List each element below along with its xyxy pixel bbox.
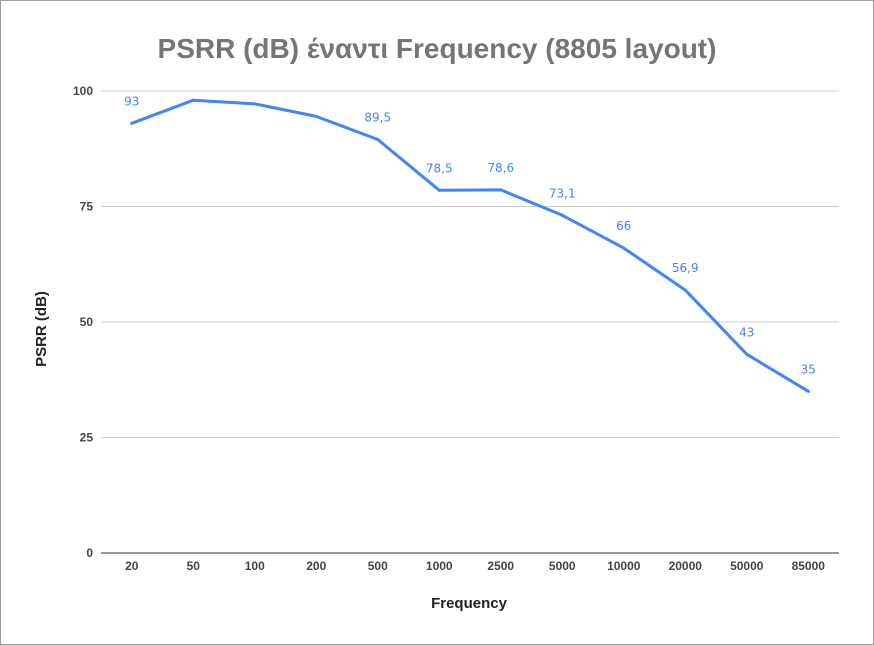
data-point xyxy=(253,102,257,106)
data-label: 56,9 xyxy=(672,261,699,275)
x-tick-label: 20 xyxy=(125,559,139,573)
data-label: 66 xyxy=(616,219,631,233)
x-tick-label: 2500 xyxy=(487,559,514,573)
data-label: 78,5 xyxy=(426,161,453,175)
data-point xyxy=(560,213,564,217)
x-tick-label: 200 xyxy=(306,559,326,573)
data-point xyxy=(806,389,810,393)
x-axis-ticks: 20 50 100 200 500 1000 2500 5000 10000 20000 50000… xyxy=(125,559,825,573)
x-tick-label: 50000 xyxy=(730,559,764,573)
data-point xyxy=(314,114,318,118)
data-point xyxy=(745,352,749,356)
x-tick-label: 10000 xyxy=(607,559,641,573)
chart-title: PSRR (dB) έναντι Frequency (8805 layout) xyxy=(158,33,717,64)
y-tick-label: 25 xyxy=(80,431,94,445)
data-point xyxy=(499,188,503,192)
y-tick-label: 0 xyxy=(86,546,93,560)
x-tick-label: 1000 xyxy=(426,559,453,573)
x-tick-label: 20000 xyxy=(669,559,703,573)
data-point xyxy=(130,121,134,125)
y-tick-label: 75 xyxy=(80,200,94,214)
y-tick-label: 100 xyxy=(73,84,93,98)
data-label: 43 xyxy=(739,325,754,339)
data-label: 89,5 xyxy=(364,111,391,125)
series-line xyxy=(130,98,810,393)
y-axis-title: PSRR (dB) xyxy=(33,291,50,367)
data-point xyxy=(437,188,441,192)
x-tick-label: 100 xyxy=(245,559,265,573)
x-tick-label: 50 xyxy=(187,559,201,573)
gridlines xyxy=(101,90,839,554)
data-point xyxy=(376,138,380,142)
y-tick-label: 50 xyxy=(80,315,94,329)
data-label: 73,1 xyxy=(549,186,576,200)
data-labels: 93 89,5 78,5 78,6 73,1 66 56,9 43 35 xyxy=(124,94,816,376)
data-label: 78,6 xyxy=(487,161,514,175)
data-label: 93 xyxy=(124,94,139,108)
x-tick-label: 85000 xyxy=(792,559,826,573)
data-point xyxy=(191,98,195,102)
x-tick-label: 500 xyxy=(368,559,388,573)
series-layer xyxy=(130,98,810,393)
x-axis-title: Frequency xyxy=(431,595,508,612)
y-axis-ticks: 0 25 50 75 100 xyxy=(73,84,93,560)
data-point xyxy=(622,246,626,250)
x-tick-label: 5000 xyxy=(549,559,576,573)
data-point xyxy=(683,288,687,292)
data-label: 35 xyxy=(801,362,816,376)
